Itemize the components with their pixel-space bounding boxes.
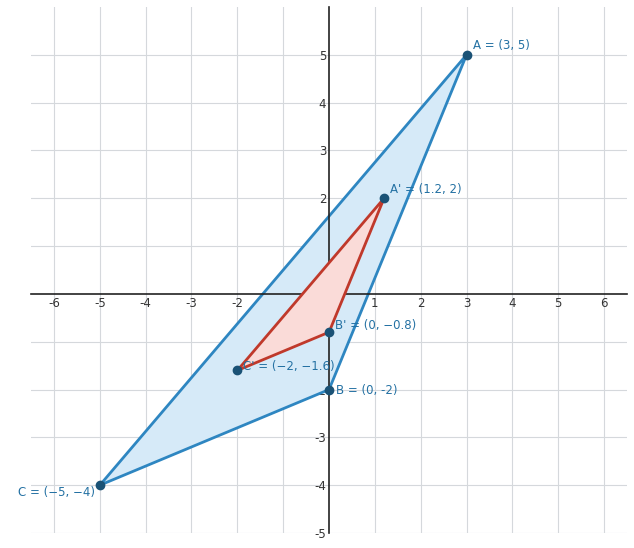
Text: A' = (1.2, 2): A' = (1.2, 2) (389, 183, 461, 196)
Polygon shape (100, 55, 467, 485)
Polygon shape (237, 198, 384, 370)
Text: A = (3, 5): A = (3, 5) (474, 39, 530, 53)
Text: B' = (0, −0.8): B' = (0, −0.8) (335, 319, 416, 332)
Text: B = (0, -2): B = (0, -2) (336, 384, 398, 397)
Text: C' = (−2, −1.6): C' = (−2, −1.6) (243, 360, 335, 373)
Text: C = (−5, −4): C = (−5, −4) (18, 486, 95, 499)
